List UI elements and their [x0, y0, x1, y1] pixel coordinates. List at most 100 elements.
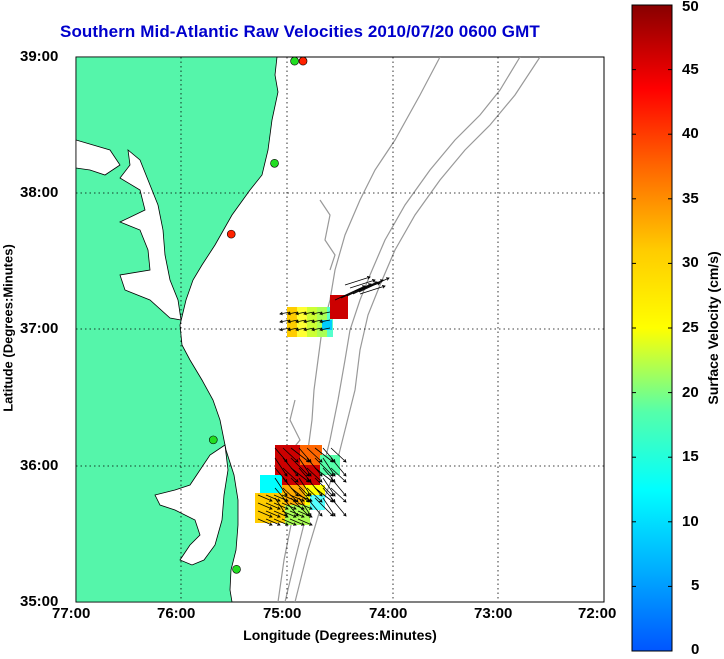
velocity-arrow — [311, 311, 323, 316]
y-tick-label: 39:00 — [20, 48, 59, 65]
radar-stations — [208, 57, 308, 574]
grid-lines — [76, 57, 604, 602]
chesapeake-bay — [119, 149, 182, 321]
colorbar-tick-label: 15 — [682, 448, 699, 466]
x-tick-label: 74:00 — [369, 605, 408, 622]
velocity-arrow — [290, 477, 310, 497]
velocity-arrow — [265, 510, 281, 518]
velocity-arrow — [344, 276, 371, 286]
velocity-arrow — [265, 494, 281, 502]
station-marker — [270, 158, 279, 168]
velocity-arrow — [273, 518, 289, 526]
velocity-arrow — [265, 502, 281, 510]
velocity-arrow — [279, 311, 291, 316]
velocity-arrow — [282, 447, 299, 463]
velocity-arrow — [273, 502, 289, 510]
velocity-arrow — [274, 457, 288, 477]
station-marker — [298, 57, 308, 66]
velocity-arrow — [289, 502, 305, 510]
x-tick-label: 75:00 — [263, 605, 302, 622]
velocity-arrow — [257, 494, 273, 502]
velocity-arrow — [279, 319, 291, 324]
delmarva-water — [76, 139, 121, 176]
velocity-arrow — [330, 457, 347, 477]
velocity-arrow — [322, 487, 336, 503]
colorbar-tick-label: 45 — [682, 60, 699, 78]
velocity-arrow — [257, 510, 273, 518]
y-tick-label: 37:00 — [20, 320, 59, 337]
velocity-arrow — [306, 477, 323, 497]
velocity-arrow — [257, 518, 273, 526]
velocity-arrow — [322, 477, 336, 497]
velocity-arrow — [290, 447, 310, 463]
velocity-arrow — [274, 467, 288, 483]
velocity-arrow — [281, 518, 297, 526]
velocity-arrow — [274, 477, 288, 497]
velocity-arrow — [306, 457, 323, 477]
colorbar-ticks — [632, 4, 672, 652]
station-marker — [208, 435, 218, 445]
colorbar-tick-label: 20 — [682, 383, 699, 401]
velocity-arrow — [297, 494, 313, 502]
y-tick-label: 38:00 — [20, 184, 59, 201]
velocity-arrow — [273, 510, 289, 518]
velocity-arrow — [281, 502, 297, 510]
velocity-arrow — [330, 497, 347, 517]
velocity-arrow — [281, 494, 297, 502]
x-tick-label: 73:00 — [474, 605, 513, 622]
station-marker — [232, 564, 241, 574]
velocity-arrow — [322, 457, 336, 477]
velocity-arrow — [295, 311, 307, 316]
colorbar-tick-label: 25 — [682, 319, 699, 336]
velocity-arrow — [319, 311, 331, 316]
velocity-arrow — [319, 319, 331, 324]
velocity-arrow — [298, 447, 312, 463]
velocity-arrow — [295, 327, 307, 332]
velocity-arrow — [297, 502, 313, 510]
velocity-arrow — [303, 311, 315, 316]
colorbar-tick-label: 5 — [691, 577, 700, 595]
colorbar-tick-label: 50 — [682, 0, 699, 15]
velocity-arrow — [289, 510, 305, 518]
velocity-arrow — [297, 510, 313, 518]
velocity-arrows — [257, 276, 390, 526]
velocity-arrow — [290, 467, 310, 483]
velocity-arrow — [314, 447, 334, 463]
map-title: Southern Mid-Atlantic Raw Velocities 201… — [60, 22, 540, 41]
velocity-arrow — [290, 457, 310, 477]
velocity-arrow — [287, 327, 299, 332]
velocity-arrow — [287, 319, 299, 324]
velocity-arrow — [330, 487, 347, 503]
velocity-arrow — [314, 457, 334, 477]
velocity-arrow — [282, 457, 299, 477]
velocity-arrow — [322, 467, 336, 483]
colorbar — [631, 4, 673, 652]
velocity-arrow — [303, 327, 315, 332]
velocity-arrow — [282, 477, 299, 497]
velocity-arrow — [311, 327, 323, 332]
velocity-arrow — [303, 319, 315, 324]
velocity-arrow — [274, 447, 288, 463]
x-tick-label: 77:00 — [52, 605, 91, 622]
velocity-arrow — [322, 447, 336, 463]
velocity-arrow — [330, 467, 347, 483]
velocity-arrow — [295, 319, 307, 324]
y-tick-label: 36:00 — [20, 457, 59, 474]
velocity-arrow — [349, 279, 376, 289]
colorbar-tick-label: 40 — [682, 125, 699, 143]
velocity-arrow — [290, 487, 310, 503]
velocity-arrow — [314, 477, 334, 497]
velocity-arrow — [306, 467, 323, 483]
velocity-arrow — [330, 477, 347, 497]
station-marker — [290, 57, 299, 66]
velocity-arrow — [289, 518, 305, 526]
velocity-arrow — [359, 285, 386, 295]
velocity-arrow — [265, 518, 281, 526]
albemarle-sound — [154, 444, 229, 566]
velocity-arrow — [282, 467, 299, 483]
station-marker — [226, 229, 236, 239]
velocity-arrow — [287, 311, 299, 316]
velocity-arrow — [279, 327, 291, 332]
x-tick-label: 76:00 — [157, 605, 196, 622]
